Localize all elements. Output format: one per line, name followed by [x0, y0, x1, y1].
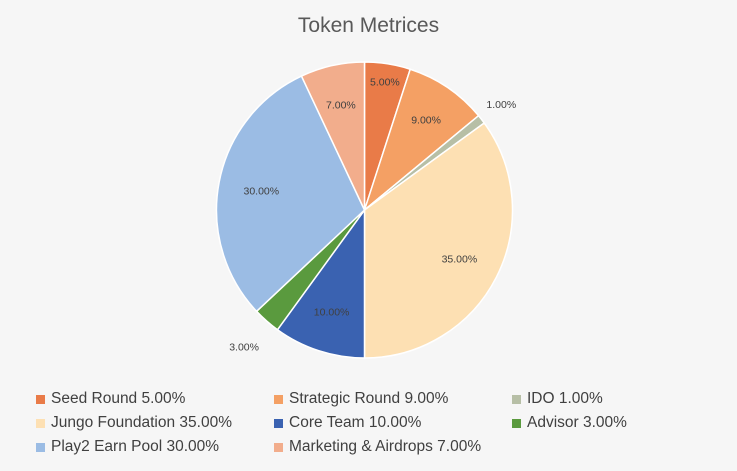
legend-swatch [274, 394, 283, 404]
data-label-advisor: 3.00% [229, 342, 259, 354]
legend-item-seed-round: Seed Round 5.00% [36, 388, 274, 410]
pie-slice-core-team [276, 207, 366, 359]
data-label-ido: 1.00% [486, 99, 516, 111]
data-label-strategic-round: 9.00% [411, 114, 441, 126]
legend-item-advisor: Advisor 3.00% [512, 412, 712, 434]
legend-item-jungo-foundation: Jungo Foundation 35.00% [36, 412, 274, 434]
legend-label: Seed Round 5.00% [51, 390, 186, 407]
legend-swatch [274, 418, 283, 428]
legend-label: Marketing & Airdrops 7.00% [289, 438, 482, 455]
legend-label: Jungo Foundation 35.00% [51, 414, 232, 431]
pie-chart: 5.00% 9.00% 1.00% 35.00% 10.00% 3.00% 30.00% 7.… [215, 61, 516, 359]
pie-slice-jungo-foundation [363, 121, 514, 359]
legend-swatch [36, 442, 45, 452]
data-label-play2-earn-pool: 30.00% [243, 185, 279, 197]
pie-data-labels: 5.00% 9.00% 1.00% 35.00% 10.00% 3.00% 30.00% 7.… [229, 76, 516, 353]
chart-title: Token Metrices [297, 14, 440, 37]
legend-swatch [36, 418, 45, 428]
data-label-marketing-airdrops: 7.00% [326, 100, 356, 112]
legend-item-ido: IDO 1.00% [512, 388, 712, 410]
legend-item-play2-earn-pool: Play2 Earn Pool 30.00% [36, 436, 274, 458]
legend-label: IDO 1.00% [527, 390, 603, 407]
pie-slice-strategic-round [362, 68, 480, 213]
data-label-jungo-foundation: 35.00% [442, 253, 478, 265]
legend-item-marketing-airdrops: Marketing & Airdrops 7.00% [274, 436, 512, 458]
legend-item-core-team: Core Team 10.00% [274, 412, 512, 434]
legend-swatch [512, 394, 521, 404]
legend-label: Core Team 10.00% [289, 414, 422, 431]
legend-swatch [36, 394, 45, 404]
pie-slice-marketing-airdrops [300, 61, 366, 211]
legend-label: Advisor 3.00% [527, 414, 627, 431]
pie-slice-play2-earn-pool [215, 75, 366, 313]
data-label-core-team: 10.00% [314, 306, 350, 318]
legend-swatch [274, 442, 283, 452]
data-label-seed-round: 5.00% [370, 76, 400, 88]
chart-legend: Seed Round 5.00% Strategic Round 9.00% IDO… [36, 388, 726, 458]
legend-label: Strategic Round 9.00% [289, 390, 449, 407]
pie-slices [215, 61, 514, 359]
legend-label: Play2 Earn Pool 30.00% [51, 438, 220, 455]
legend-item-strategic-round: Strategic Round 9.00% [274, 388, 512, 410]
legend-swatch [512, 418, 521, 428]
